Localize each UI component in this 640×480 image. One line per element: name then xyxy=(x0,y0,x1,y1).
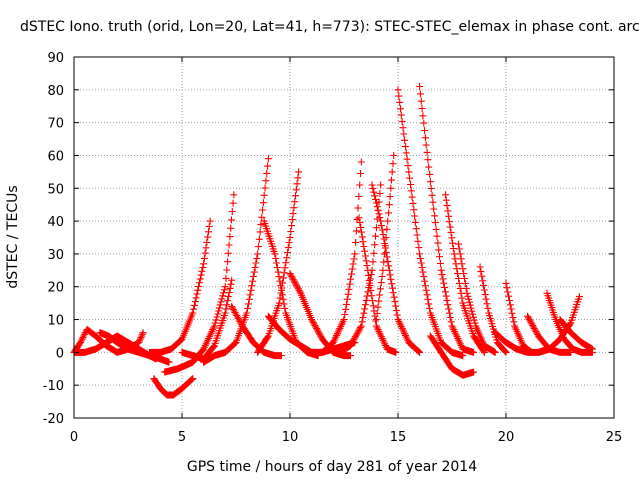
data-points xyxy=(394,86,467,360)
y-axis-title: dSTEC / TECUs xyxy=(5,185,21,288)
x-tick-label: 15 xyxy=(390,430,407,445)
data-points xyxy=(368,181,424,356)
y-tick-label: 90 xyxy=(47,51,64,66)
series-15 xyxy=(336,181,385,356)
y-tick-label: 20 xyxy=(47,281,64,296)
series-24 xyxy=(476,263,510,356)
x-tick-label: 5 xyxy=(178,430,186,445)
series-22 xyxy=(426,332,478,379)
data-points xyxy=(286,270,354,360)
series-11 xyxy=(254,168,303,356)
series-19 xyxy=(394,86,467,360)
grid xyxy=(74,57,614,418)
data-points xyxy=(476,263,510,356)
data-points xyxy=(254,168,303,356)
series-23 xyxy=(455,240,499,356)
series-13 xyxy=(286,270,354,360)
series-17 xyxy=(368,181,424,356)
data-points xyxy=(96,329,173,366)
x-tick-label: 10 xyxy=(282,430,299,445)
data-points xyxy=(336,181,385,356)
series-7 xyxy=(178,276,236,363)
data-points xyxy=(178,276,236,363)
x-tick-label: 0 xyxy=(70,430,78,445)
y-tick-label: 60 xyxy=(47,149,64,164)
plot-frame xyxy=(73,56,615,419)
data-points xyxy=(426,332,478,379)
chart-title: dSTEC Iono. truth (orid, Lon=20, Lat=41,… xyxy=(20,19,640,35)
series-18 xyxy=(372,152,398,323)
data-points xyxy=(455,240,499,356)
series-30 xyxy=(556,316,596,353)
data-points xyxy=(355,214,400,356)
data-points xyxy=(200,155,272,366)
series-5 xyxy=(146,217,214,356)
series-8 xyxy=(200,155,272,366)
y-tick-label: -20 xyxy=(43,412,64,427)
x-tick-label: 25 xyxy=(606,430,623,445)
series-21 xyxy=(442,191,488,356)
y-tick-label: 70 xyxy=(47,117,64,132)
data-points xyxy=(416,83,478,356)
axis-ticks: 0 5 10 15 20 25 -20 -10 0 10 20 30 40 50 60 70 80 90 xyxy=(43,51,623,445)
y-tick-label: 0 xyxy=(56,346,64,361)
series-20 xyxy=(416,83,478,356)
y-tick-label: 40 xyxy=(47,215,64,230)
series-14 xyxy=(318,158,365,356)
x-axis-title: GPS time / hours of day 281 of year 2014 xyxy=(187,459,477,475)
data-points xyxy=(318,158,365,356)
y-tick-label: -10 xyxy=(43,379,64,394)
data-points xyxy=(372,152,398,323)
y-tick-label: 10 xyxy=(47,314,64,329)
data-points xyxy=(556,316,596,353)
data-points xyxy=(146,217,214,356)
series-16 xyxy=(355,214,400,356)
data-points xyxy=(150,375,197,399)
x-tick-label: 20 xyxy=(498,430,515,445)
y-tick-label: 80 xyxy=(47,84,64,99)
series-4 xyxy=(150,375,197,399)
y-tick-label: 30 xyxy=(47,248,64,263)
data-marks xyxy=(70,83,596,399)
data-points xyxy=(442,191,488,356)
y-tick-label: 50 xyxy=(47,182,64,197)
series-3 xyxy=(96,329,173,366)
